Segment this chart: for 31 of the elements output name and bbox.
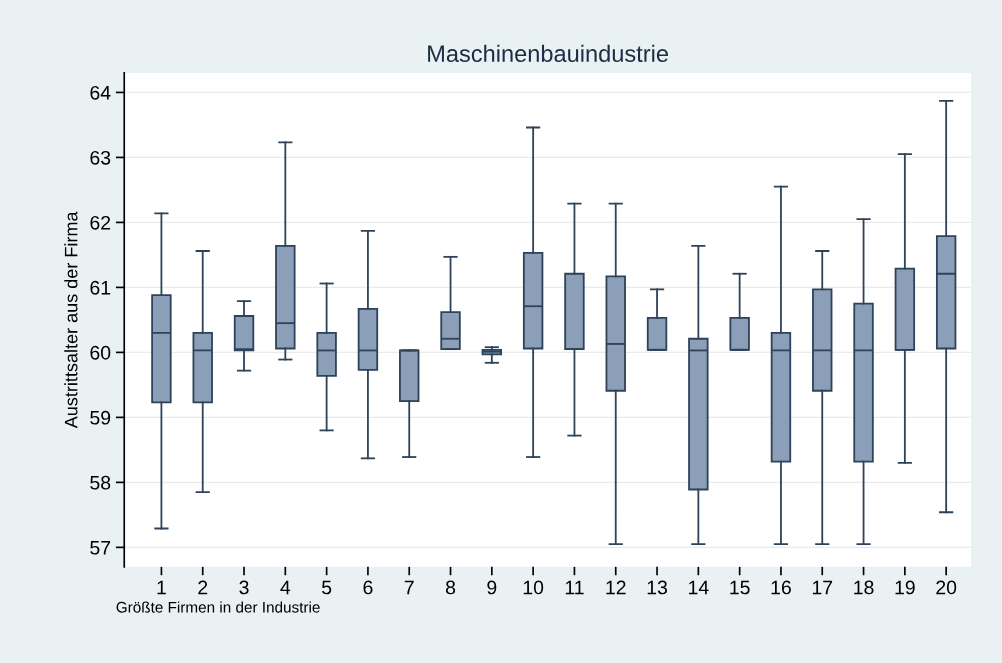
y-tick-label: 59 [90, 410, 111, 425]
x-axis-title: Größte Firmen in der Industrie [116, 601, 320, 613]
x-tick-label: 17 [812, 580, 833, 595]
y-tick-label: 60 [90, 345, 111, 360]
y-tick-label: 62 [90, 215, 111, 230]
chart-title: Maschinenbauindustrie [428, 44, 668, 63]
y-tick-label: 57 [90, 541, 111, 555]
x-tick-label: 1 [157, 580, 166, 595]
x-tick-label: 18 [854, 580, 874, 595]
x-tick-label: 8 [445, 580, 456, 595]
x-tick-label: 9 [487, 580, 497, 595]
x-tick-label: 14 [689, 580, 709, 595]
x-tick-label: 10 [523, 580, 544, 595]
x-tick-label: 11 [565, 580, 584, 595]
y-tick-label: 63 [90, 150, 111, 165]
x-tick-label: 7 [404, 580, 414, 595]
x-tick-label: 16 [771, 580, 791, 595]
x-tick-label: 4 [280, 580, 291, 595]
x-tick-label: 2 [198, 580, 208, 595]
x-tick-label: 6 [363, 580, 373, 595]
y-tick-label: 58 [90, 475, 111, 490]
x-tick-label: 5 [322, 580, 332, 595]
y-axis-title: Austrittsalter aus der Firma [64, 211, 78, 429]
y-tick-label: 64 [90, 85, 111, 100]
x-tick-label: 15 [730, 580, 750, 595]
x-tick-label: 12 [606, 580, 626, 595]
x-tick-label: 19 [895, 580, 915, 595]
x-tick-label: 13 [647, 580, 667, 595]
x-tick-label: 20 [936, 580, 957, 595]
x-tick-label: 3 [239, 580, 249, 595]
y-tick-label: 61 [90, 280, 111, 295]
